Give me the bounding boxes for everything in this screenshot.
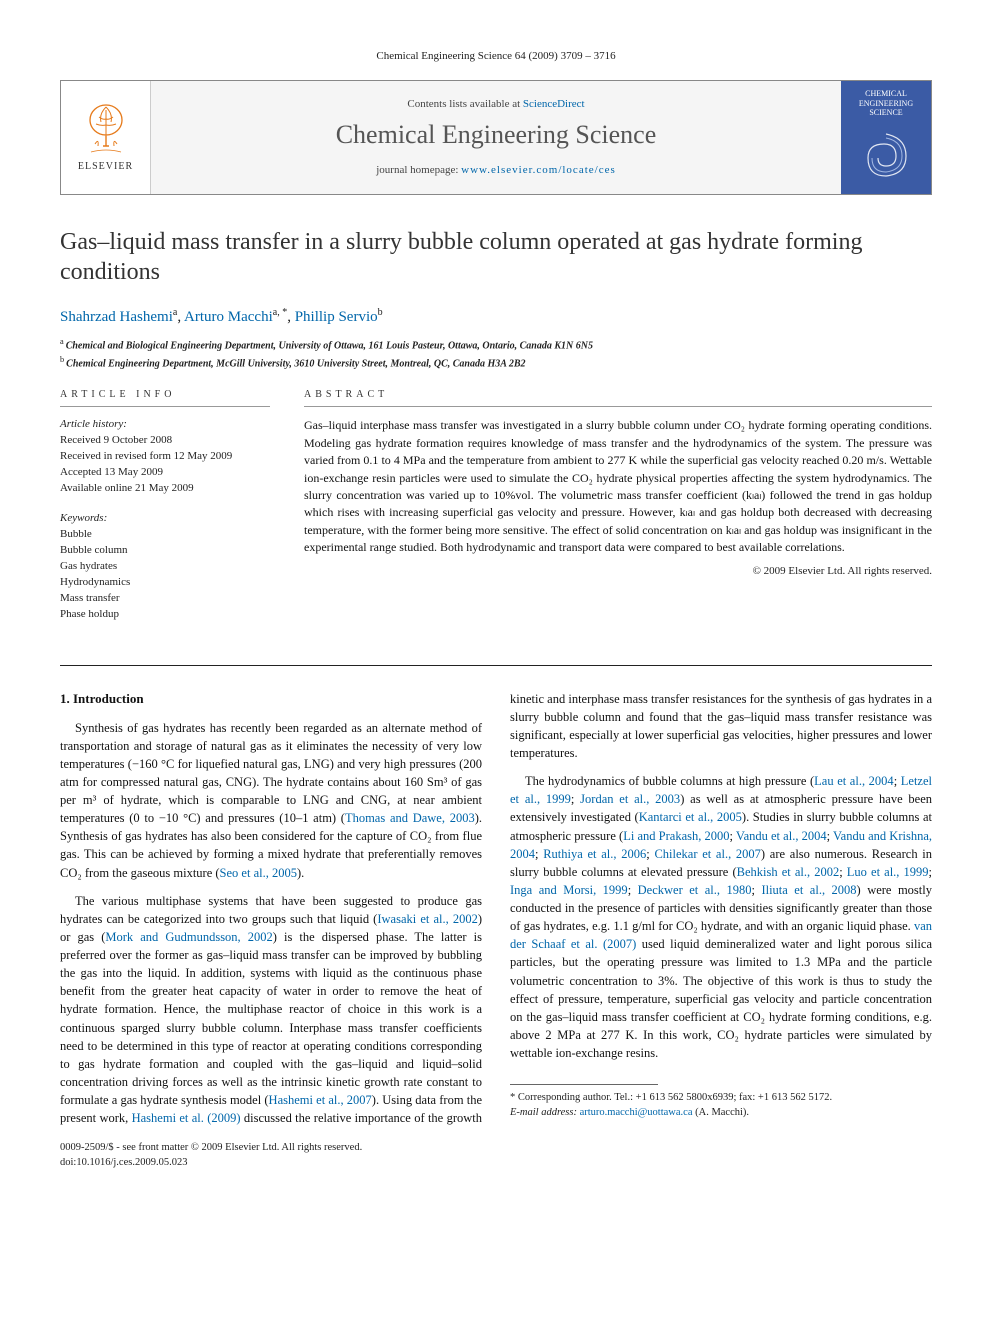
citation-link[interactable]: Li and Prakash, 2000	[623, 829, 729, 843]
footnote-separator	[510, 1084, 658, 1085]
author-name: Arturo Macchi	[184, 309, 273, 325]
keyword: Mass transfer	[60, 591, 270, 607]
body-paragraph: The hydrodynamics of bubble columns at h…	[510, 772, 932, 1062]
citation-link[interactable]: Inga and Morsi, 1999	[510, 883, 628, 897]
contents-prefix: Contents lists available at	[407, 98, 522, 110]
footnotes: * Corresponding author. Tel.: +1 613 562…	[510, 1091, 932, 1120]
citation-link[interactable]: Thomas and Dawe, 2003	[345, 811, 475, 825]
keywords-block: Keywords: Bubble Bubble column Gas hydra…	[60, 511, 270, 623]
citation-link[interactable]: Chilekar et al., 2007	[654, 847, 760, 861]
running-head: Chemical Engineering Science 64 (2009) 3…	[60, 50, 932, 62]
author-list: Shahrzad Hashemia, Arturo Macchia, *, Ph…	[60, 307, 932, 326]
citation-link[interactable]: Iwasaki et al., 2002	[377, 912, 477, 926]
citation-link[interactable]: Mork and Gudmundsson, 2002	[105, 930, 272, 944]
article-info-column: ARTICLE INFO Article history: Received 9…	[60, 389, 270, 636]
affiliation-mark: a	[60, 337, 64, 346]
citation-link[interactable]: Kantarci et al., 2005	[639, 810, 742, 824]
cover-label: CHEMICAL ENGINEERING SCIENCE	[845, 89, 927, 118]
cover-swirl-icon	[856, 126, 916, 186]
email-link[interactable]: arturo.macchi@uottawa.ca	[580, 1107, 693, 1118]
citation-link[interactable]: Luo et al., 1999	[847, 865, 929, 879]
section-divider	[60, 665, 932, 666]
email-line: E-mail address: arturo.macchi@uottawa.ca…	[510, 1106, 932, 1121]
affiliation-mark: b	[60, 355, 64, 364]
citation-link[interactable]: Deckwer et al., 1980	[638, 883, 752, 897]
citation-link[interactable]: Lau et al., 2004	[814, 774, 894, 788]
affiliations: aChemical and Biological Engineering Dep…	[60, 336, 932, 372]
abstract-copyright: © 2009 Elsevier Ltd. All rights reserved…	[304, 565, 932, 577]
paragraph-text: ).	[297, 866, 304, 880]
info-rule	[60, 406, 270, 407]
citation-link[interactable]: Seo et al., 2005	[220, 866, 297, 880]
paragraph-text: ) is the dispersed phase. The latter is …	[60, 930, 482, 1071]
article-history: Article history: Received 9 October 2008…	[60, 417, 270, 497]
author-link[interactable]: Shahrzad Hashemi	[60, 309, 173, 325]
keyword: Bubble	[60, 527, 270, 543]
footer-left: 0009-2509/$ - see front matter © 2009 El…	[60, 1141, 362, 1170]
corresponding-author-note: * Corresponding author. Tel.: +1 613 562…	[510, 1091, 932, 1106]
page-footer: 0009-2509/$ - see front matter © 2009 El…	[60, 1141, 932, 1170]
affiliation-text: Chemical and Biological Engineering Depa…	[66, 340, 593, 351]
keywords-label: Keywords:	[60, 511, 270, 527]
citation-link[interactable]: Iliuta et al., 2008	[761, 883, 856, 897]
body-paragraph: Synthesis of gas hydrates has recently b…	[60, 719, 482, 882]
citation-link[interactable]: Ruthiya et al., 2006	[543, 847, 646, 861]
author-link[interactable]: Phillip Servio	[295, 309, 378, 325]
issn-line: 0009-2509/$ - see front matter © 2009 El…	[60, 1141, 362, 1156]
affiliation: aChemical and Biological Engineering Dep…	[60, 336, 932, 354]
abstract-column: ABSTRACT Gas–liquid interphase mass tran…	[304, 389, 932, 636]
author-mark: a, *	[273, 307, 287, 318]
affiliation-text: Chemical Engineering Department, McGill …	[66, 358, 525, 369]
homepage-prefix: journal homepage:	[376, 164, 461, 176]
journal-title: Chemical Engineering Science	[336, 120, 657, 150]
journal-homepage-line: journal homepage: www.elsevier.com/locat…	[376, 164, 616, 176]
abstract-heading: ABSTRACT	[304, 389, 932, 400]
citation-link[interactable]: Hashemi et al. (2009)	[132, 1111, 241, 1125]
citation-link[interactable]: Hashemi et al., 2007	[269, 1093, 372, 1107]
sciencedirect-link[interactable]: ScienceDirect	[523, 98, 585, 110]
paragraph-text: used liquid demineralized water and ligh…	[510, 937, 932, 1060]
history-item: Available online 21 May 2009	[60, 481, 270, 497]
publisher-label: ELSEVIER	[78, 161, 133, 172]
history-item: Received in revised form 12 May 2009	[60, 449, 270, 465]
citation-link[interactable]: Vandu et al., 2004	[736, 829, 827, 843]
keyword: Hydrodynamics	[60, 575, 270, 591]
article-info-heading: ARTICLE INFO	[60, 389, 270, 400]
author-mark: a	[173, 307, 177, 318]
paragraph-text: Synthesis of gas hydrates has recently b…	[60, 721, 482, 826]
author-name: Shahrzad Hashemi	[60, 309, 173, 325]
journal-homepage-link[interactable]: www.elsevier.com/locate/ces	[461, 164, 616, 176]
journal-cover-thumbnail: CHEMICAL ENGINEERING SCIENCE	[841, 81, 931, 194]
paragraph-text: The hydrodynamics of bubble columns at h…	[525, 774, 814, 788]
citation-link[interactable]: Jordan et al., 2003	[580, 792, 680, 806]
author-name: Phillip Servio	[295, 309, 378, 325]
author-mark: b	[378, 307, 383, 318]
author-link[interactable]: Arturo Macchi	[184, 309, 273, 325]
elsevier-tree-icon	[81, 102, 131, 157]
email-label: E-mail address:	[510, 1107, 577, 1118]
keyword: Gas hydrates	[60, 559, 270, 575]
abstract-text: Gas–liquid interphase mass transfer was …	[304, 417, 932, 556]
section-heading: 1. Introduction	[60, 690, 482, 709]
masthead-center: Contents lists available at ScienceDirec…	[151, 81, 841, 194]
keyword: Bubble column	[60, 543, 270, 559]
journal-masthead: ELSEVIER Contents lists available at Sci…	[60, 80, 932, 195]
doi-line: doi:10.1016/j.ces.2009.05.023	[60, 1156, 362, 1171]
citation-link[interactable]: Behkish et al., 2002	[737, 865, 840, 879]
section-title: Introduction	[73, 691, 144, 706]
article-title: Gas–liquid mass transfer in a slurry bub…	[60, 227, 932, 287]
history-label: Article history:	[60, 417, 270, 433]
body-two-column: 1. Introduction Synthesis of gas hydrate…	[60, 690, 932, 1128]
keyword: Phase holdup	[60, 607, 270, 623]
history-item: Received 9 October 2008	[60, 433, 270, 449]
email-suffix: (A. Macchi).	[695, 1107, 749, 1118]
publisher-block: ELSEVIER	[61, 81, 151, 194]
history-item: Accepted 13 May 2009	[60, 465, 270, 481]
abstract-rule	[304, 406, 932, 407]
section-number: 1.	[60, 691, 70, 706]
affiliation: bChemical Engineering Department, McGill…	[60, 354, 932, 372]
contents-available-line: Contents lists available at ScienceDirec…	[407, 98, 584, 110]
